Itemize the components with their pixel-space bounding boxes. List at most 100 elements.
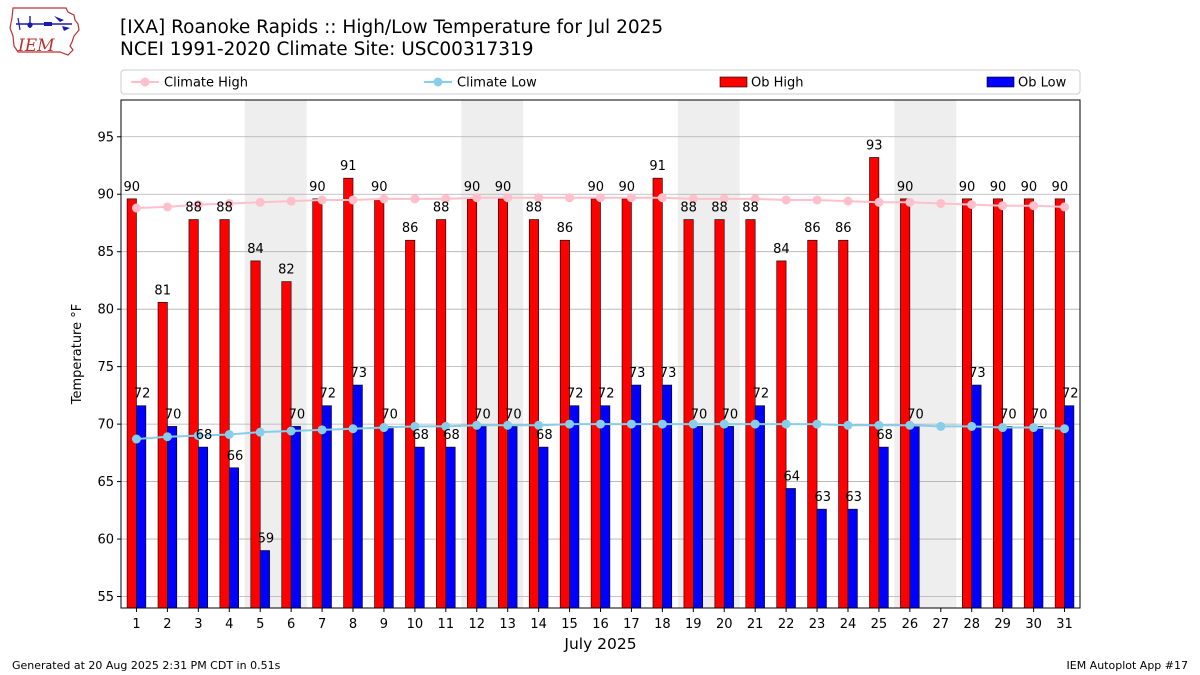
- climate-high-point: [967, 200, 977, 210]
- climate-low-point: [750, 419, 760, 429]
- ob-low-label: 63: [814, 490, 831, 505]
- ob-high-label: 90: [464, 180, 481, 195]
- ob-high-bar: [467, 198, 478, 609]
- x-tick-label: 5: [256, 617, 264, 632]
- x-tick-label: 24: [840, 617, 857, 632]
- legend-box: [120, 69, 1081, 95]
- ob-low-label: 72: [134, 387, 151, 402]
- climate-low-point: [534, 420, 544, 430]
- ob-low-label: 72: [753, 387, 770, 402]
- ob-low-bar: [198, 446, 209, 609]
- climate-high-point: [410, 194, 420, 204]
- climate-high-point: [534, 193, 544, 203]
- ob-low-bar: [352, 384, 363, 609]
- ob-low-bar: [445, 446, 456, 609]
- ob-low-label: 73: [350, 366, 367, 381]
- y-tick-label: 65: [97, 475, 114, 490]
- x-tick-label: 27: [933, 617, 950, 632]
- climate-low-point: [286, 426, 296, 436]
- ob-low-label: 73: [629, 366, 646, 381]
- ob-low-label: 68: [536, 428, 553, 443]
- ob-high-label: 90: [309, 180, 326, 195]
- ob-low-bar: [321, 405, 332, 609]
- ob-low-bar: [754, 405, 765, 609]
- ob-high-label: 90: [1021, 180, 1038, 195]
- climate-high-point: [441, 194, 451, 204]
- ob-high-bar: [312, 198, 323, 609]
- climate-low-point: [998, 423, 1008, 433]
- climate-low-point: [688, 419, 698, 429]
- climate-high-point: [874, 197, 884, 207]
- x-tick-label: 16: [592, 617, 609, 632]
- climate-low-point: [162, 432, 172, 442]
- x-tick-label: 15: [561, 617, 578, 632]
- ob-high-label: 90: [495, 180, 512, 195]
- climate-low-point: [812, 419, 822, 429]
- climate-high-point: [379, 194, 389, 204]
- ob-high-label: 90: [1052, 180, 1069, 195]
- ob-low-label: 70: [474, 407, 491, 422]
- climate-high-point: [255, 197, 265, 207]
- x-tick-label: 6: [287, 617, 295, 632]
- x-tick-label: 8: [349, 617, 357, 632]
- y-tick-label: 85: [97, 245, 114, 260]
- x-tick-label: 21: [747, 617, 764, 632]
- ob-high-label: 88: [185, 201, 202, 216]
- climate-high-point: [472, 193, 482, 203]
- climate-low-point: [348, 424, 358, 434]
- climate-low-point: [255, 427, 265, 437]
- ob-high-bar: [188, 219, 199, 609]
- ob-low-label: 68: [876, 428, 893, 443]
- climate-high-point: [781, 195, 791, 205]
- climate-high-point: [688, 194, 698, 204]
- climate-high-point: [224, 198, 234, 208]
- x-tick-label: 12: [468, 617, 485, 632]
- ob-low-label: 70: [165, 407, 182, 422]
- climate-low-point: [565, 419, 575, 429]
- ob-high-label: 91: [649, 159, 666, 174]
- climate-low-point: [379, 423, 389, 433]
- x-tick-label: 23: [809, 617, 826, 632]
- ob-high-bar: [343, 177, 354, 609]
- climate-low-point: [131, 434, 141, 444]
- logo-text: IEM: [17, 36, 55, 56]
- x-tick-label: 1: [132, 617, 140, 632]
- ob-high-bar: [126, 198, 137, 609]
- ob-low-label: 66: [227, 449, 244, 464]
- legend-climate-high-marker: [140, 77, 150, 87]
- ob-high-label: 88: [711, 201, 728, 216]
- ob-high-bar: [219, 219, 230, 609]
- ob-high-bar: [776, 260, 787, 609]
- x-axis-label: July 2025: [563, 635, 636, 653]
- ob-low-bar: [1002, 426, 1013, 609]
- ob-low-bar: [383, 426, 394, 609]
- climate-low-point: [410, 421, 420, 431]
- ob-high-label: 88: [526, 201, 543, 216]
- legend-ob-low-label: Ob Low: [1018, 76, 1067, 91]
- ob-low-label: 72: [567, 387, 584, 402]
- chart-subtitle: NCEI 1991-2020 Climate Site: USC00317319: [120, 39, 534, 60]
- y-tick-label: 80: [97, 303, 114, 318]
- climate-low-point: [441, 421, 451, 431]
- ob-high-bar: [962, 198, 973, 609]
- y-tick-label: 95: [97, 130, 114, 145]
- climate-high-point: [719, 194, 729, 204]
- climate-high-point: [565, 193, 575, 203]
- ob-high-bar: [281, 281, 292, 609]
- ob-low-bar: [847, 508, 858, 609]
- climate-low-point: [781, 419, 791, 429]
- legend-ob-low-swatch: [986, 76, 1015, 88]
- ob-high-label: 86: [402, 221, 419, 236]
- x-tick-label: 17: [623, 617, 640, 632]
- ob-low-bar: [909, 426, 920, 609]
- ob-low-bar: [878, 446, 889, 609]
- x-tick-label: 7: [318, 617, 326, 632]
- ob-high-bar: [652, 177, 663, 609]
- y-tick-label: 90: [97, 188, 114, 203]
- ob-high-label: 91: [340, 159, 357, 174]
- ob-high-label: 82: [278, 263, 295, 278]
- ob-low-label: 70: [505, 407, 522, 422]
- x-tick-label: 28: [963, 617, 980, 632]
- ob-high-label: 90: [990, 180, 1007, 195]
